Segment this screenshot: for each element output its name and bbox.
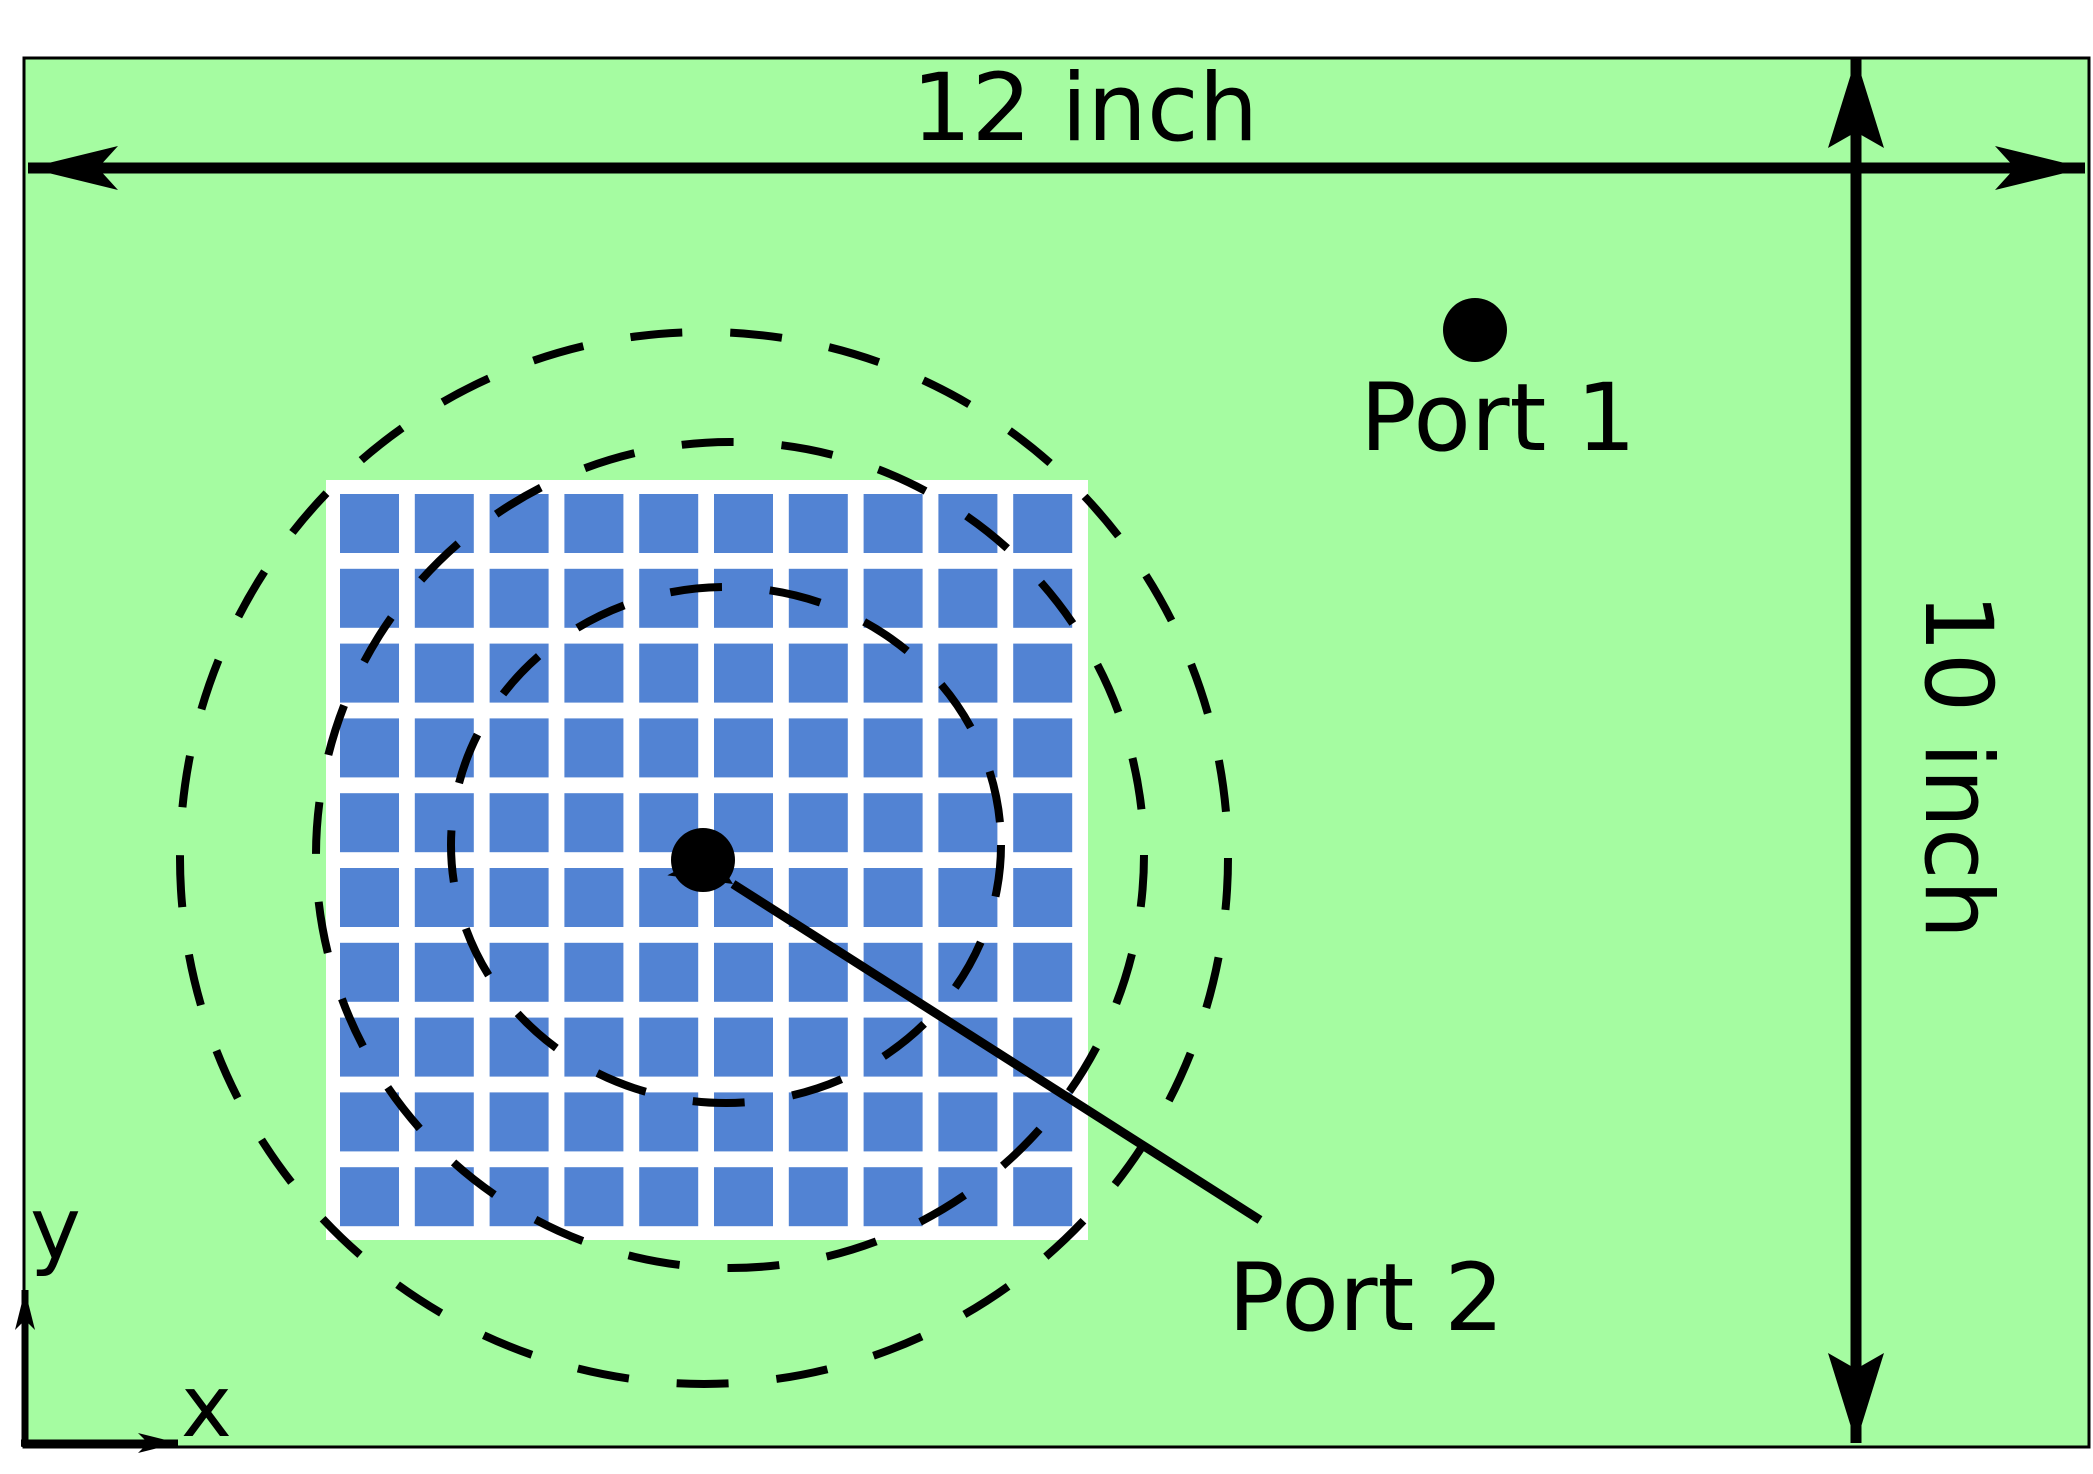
grid-cell (489, 718, 549, 778)
grid-cell (714, 494, 773, 553)
grid-cell (788, 494, 848, 553)
grid-cell (1013, 942, 1073, 1002)
grid-cell (639, 1092, 699, 1152)
grid-cell (938, 793, 998, 853)
dashed-circle-inner (447, 583, 1005, 1107)
grid-cell (938, 1167, 998, 1227)
grid-cell (863, 643, 923, 703)
grid-cell (863, 568, 923, 628)
grid-cell (564, 1092, 624, 1152)
grid-cell (1013, 793, 1073, 853)
grid-cell (788, 1167, 848, 1227)
grid-cell (564, 1017, 624, 1077)
grid-cell (414, 1092, 474, 1152)
grid-cell (639, 1167, 699, 1227)
x-axis-label: x (181, 1357, 232, 1457)
grid-cell (714, 1167, 773, 1227)
grid-cell (564, 643, 624, 703)
grid-cell (564, 868, 624, 927)
grid-cell (1013, 568, 1073, 628)
grid-cell (564, 494, 624, 553)
grid-cell (639, 942, 699, 1002)
grid-cell (938, 494, 998, 553)
grid-cell (340, 868, 399, 927)
grid-cell (340, 1167, 399, 1227)
grid-cell (639, 1017, 699, 1077)
grid-cell (863, 1092, 923, 1152)
port-1-label: Port 1 (1360, 364, 1636, 473)
grid-cell (938, 1092, 998, 1152)
grid-cell (340, 942, 399, 1002)
port-2-label: Port 2 (1228, 1244, 1504, 1353)
grid-cell (414, 868, 474, 927)
grid-cell (863, 1167, 923, 1227)
grid-cell (564, 942, 624, 1002)
grid-cell (340, 1092, 399, 1152)
grid-cell (863, 868, 923, 927)
grid-cell (714, 1017, 773, 1077)
grid-cell (639, 494, 699, 553)
grid-cell (489, 1017, 549, 1077)
grid-cell (489, 1092, 549, 1152)
grid-cell (1013, 1167, 1073, 1227)
grid-cell (788, 1017, 848, 1077)
grid-cell (863, 718, 923, 778)
grid-cell (938, 568, 998, 628)
grid-cell (489, 568, 549, 628)
patch-grid (340, 494, 1073, 1227)
grid-cell (1013, 868, 1073, 927)
grid-cell (340, 718, 399, 778)
grid-cell (639, 718, 699, 778)
grid-cell (414, 793, 474, 853)
grid-cell (564, 1167, 624, 1227)
grid-cell (863, 793, 923, 853)
grid-cell (714, 643, 773, 703)
grid-cell (414, 1167, 474, 1227)
grid-cell (414, 643, 474, 703)
grid-cell (340, 1017, 399, 1077)
port-1-dot (1443, 298, 1507, 362)
grid-cell (863, 494, 923, 553)
grid-cell (788, 718, 848, 778)
grid-cell (1013, 718, 1073, 778)
y-axis-label: y (30, 1179, 81, 1279)
dashed-circle-outer (176, 328, 1232, 1388)
grid-cell (714, 942, 773, 1002)
grid-cell (564, 793, 624, 853)
grid-cell (788, 643, 848, 703)
grid-cell (1013, 494, 1073, 553)
grid-cell (489, 793, 549, 853)
grid-cell (414, 494, 474, 553)
width-label: 12 inch (912, 54, 1258, 163)
grid-cell (564, 718, 624, 778)
grid-cell (938, 868, 998, 927)
port-2-dot (671, 828, 735, 892)
grid-cell (639, 643, 699, 703)
grid-cell (489, 868, 549, 927)
grid-cell (489, 942, 549, 1002)
grid-cell (788, 868, 848, 927)
grid-cell (1013, 643, 1073, 703)
grid-cell (414, 1017, 474, 1077)
dashed-circle-middle (312, 438, 1148, 1272)
grid-cell (714, 718, 773, 778)
grid-cell (639, 568, 699, 628)
height-label: 10 inch (1903, 593, 2012, 939)
grid-cell (340, 494, 399, 553)
grid-cell (714, 568, 773, 628)
grid-cell (414, 942, 474, 1002)
grid-cell (340, 793, 399, 853)
grid-cell (788, 793, 848, 853)
grid-cell (489, 1167, 549, 1227)
grid-cell (788, 1092, 848, 1152)
port-2-pointer-arrow (667, 828, 1263, 1224)
